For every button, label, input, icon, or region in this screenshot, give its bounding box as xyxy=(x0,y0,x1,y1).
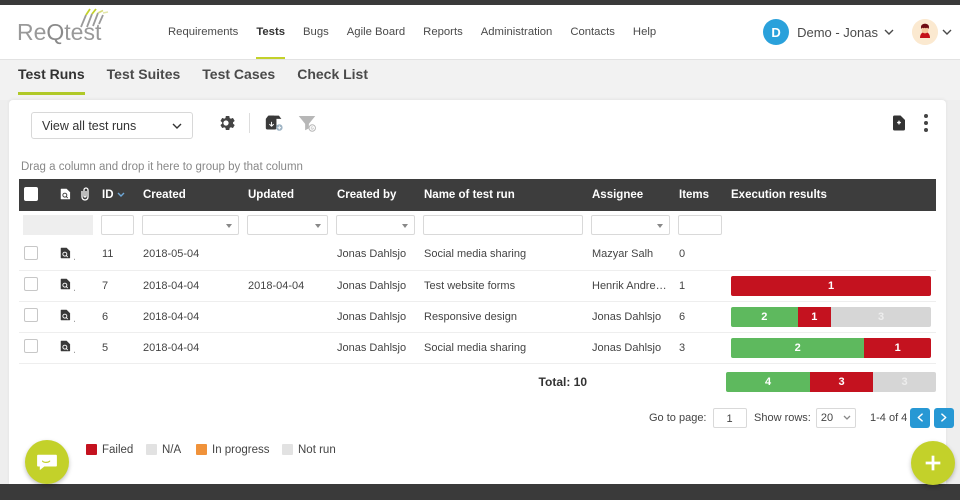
svg-text:G: G xyxy=(311,125,314,130)
